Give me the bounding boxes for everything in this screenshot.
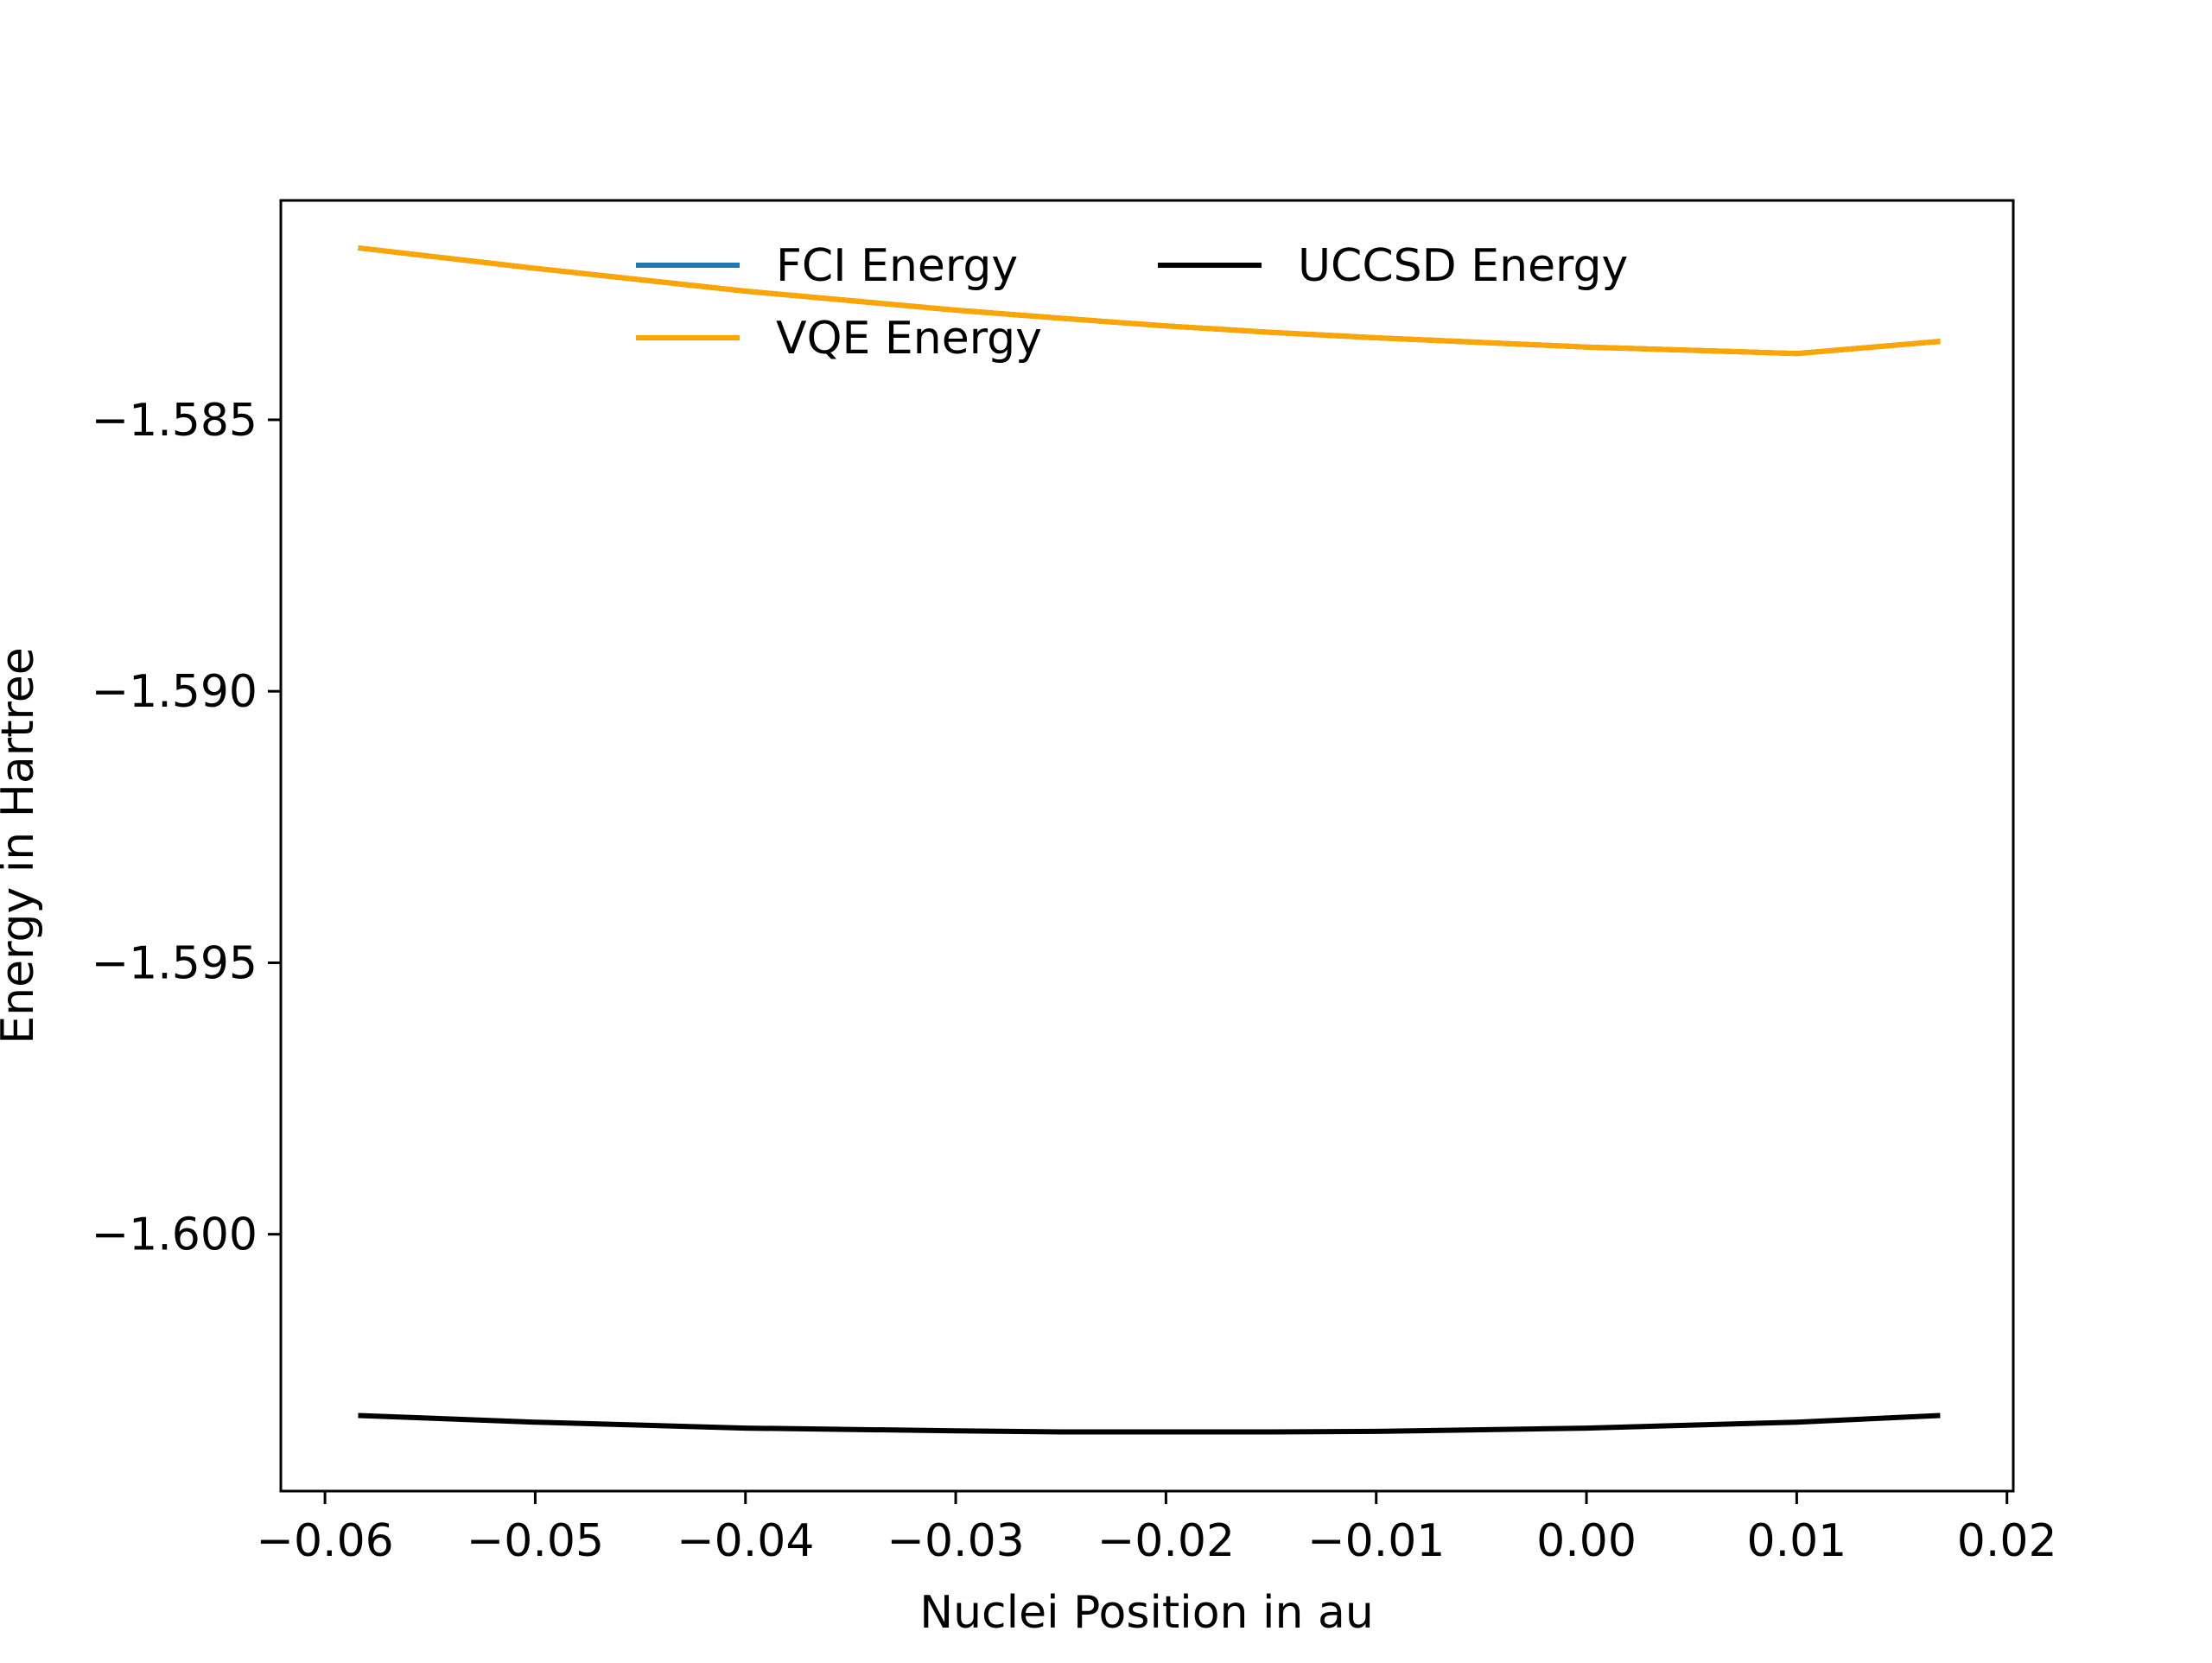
legend: FCI Energy VQE Energy UCCSD Energy <box>636 240 1628 365</box>
x-tick-label: −0.03 <box>887 1515 1024 1567</box>
x-axis-label: Nuclei Position in au <box>919 1587 1374 1639</box>
x-tick-label: −0.06 <box>256 1515 393 1567</box>
x-tick-label: −0.05 <box>467 1515 604 1567</box>
y-tick-label: −1.585 <box>92 395 257 447</box>
y-tick-label: −1.595 <box>92 937 257 989</box>
y-axis-label: Energy in Hartree <box>0 647 44 1044</box>
series-line-uccsd-energy <box>358 1412 1941 1435</box>
x-axis: −0.06 −0.05 −0.04 −0.03 −0.02 −0.01 0.00 0.01 0.… <box>256 1491 2057 1567</box>
x-tick-label: 0.01 <box>1746 1515 1847 1567</box>
x-tick-label: −0.02 <box>1097 1515 1235 1567</box>
x-tick-label: −0.01 <box>1307 1515 1445 1567</box>
x-tick-label: 0.02 <box>1957 1515 2057 1567</box>
y-tick-label: −1.590 <box>92 666 257 718</box>
y-tick-label: −1.600 <box>92 1209 257 1261</box>
legend-label-uccsd-energy: UCCSD Energy <box>1298 240 1628 292</box>
series-line-fci-energy <box>358 244 1941 357</box>
legend-label-fci-energy: FCI Energy <box>776 240 1018 292</box>
y-axis: −1.585 −1.590 −1.595 −1.600 <box>92 395 281 1261</box>
x-tick-label: 0.00 <box>1536 1515 1637 1567</box>
series-line-vqe-energy <box>358 244 1941 357</box>
legend-label-vqe-energy: VQE Energy <box>776 313 1042 365</box>
x-tick-label: −0.04 <box>677 1515 814 1567</box>
plot-lines <box>358 244 1941 1435</box>
plot-frame <box>279 199 2015 1493</box>
